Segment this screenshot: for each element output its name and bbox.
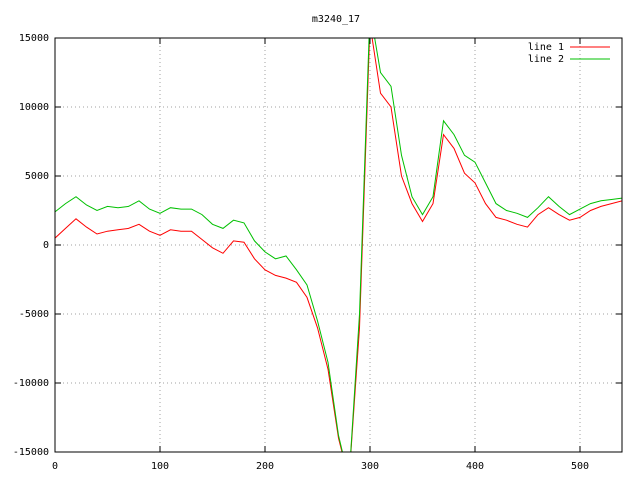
y-tick-label: -5000 xyxy=(19,309,49,320)
y-tick-label: -15000 xyxy=(13,447,49,458)
x-tick-label: 400 xyxy=(466,461,484,472)
y-tick-label: 0 xyxy=(43,240,49,251)
x-tick-label: 500 xyxy=(571,461,589,472)
x-tick-label: 300 xyxy=(361,461,379,472)
data-line xyxy=(55,38,622,452)
y-tick-label: 5000 xyxy=(25,171,49,182)
x-tick-label: 0 xyxy=(52,461,58,472)
y-tick-label: 15000 xyxy=(19,33,49,44)
legend-label: line 2 xyxy=(528,54,564,65)
y-tick-label: -10000 xyxy=(13,378,49,389)
plot-frame xyxy=(54,37,623,453)
data-line xyxy=(55,38,622,452)
legend-label: line 1 xyxy=(528,42,564,53)
chart-title: m3240_17 xyxy=(312,14,360,25)
x-tick-label: 100 xyxy=(151,461,169,472)
x-tick-label: 200 xyxy=(256,461,274,472)
y-tick-label: 10000 xyxy=(19,102,49,113)
